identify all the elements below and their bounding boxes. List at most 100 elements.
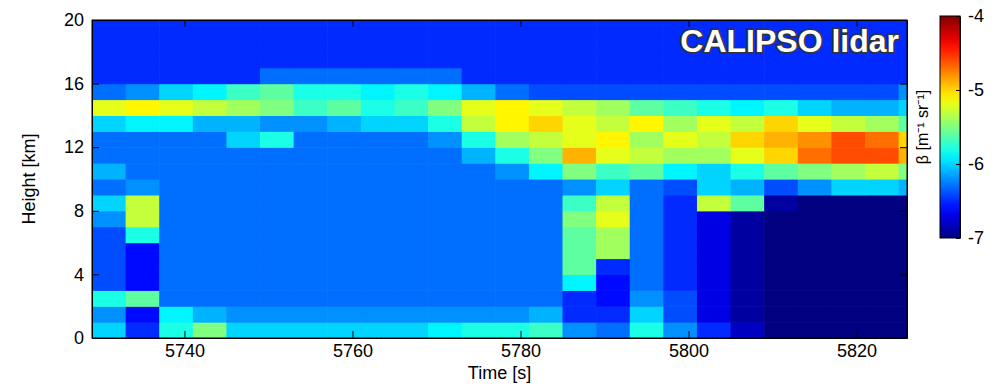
heat-cell bbox=[260, 52, 294, 69]
heat-cell bbox=[495, 211, 529, 228]
heat-cell bbox=[294, 243, 328, 260]
heat-cell bbox=[428, 163, 462, 180]
heat-cell bbox=[495, 322, 529, 338]
heat-cell bbox=[865, 259, 899, 276]
heat-cell bbox=[663, 211, 697, 228]
heat-cell bbox=[630, 243, 664, 260]
heat-cell bbox=[462, 259, 496, 276]
heat-cell bbox=[630, 115, 664, 131]
tick-mark bbox=[92, 274, 99, 275]
heat-cell bbox=[529, 274, 563, 291]
heat-cell bbox=[260, 274, 294, 291]
tick-label: 16 bbox=[64, 74, 84, 94]
heat-cell bbox=[159, 306, 193, 323]
heat-cell bbox=[361, 84, 395, 101]
heat-cell bbox=[428, 195, 462, 212]
heat-cell bbox=[731, 179, 765, 196]
heat-cell bbox=[294, 322, 328, 338]
heat-cell bbox=[764, 227, 798, 244]
heat-cell bbox=[394, 36, 428, 53]
heat-cell bbox=[260, 100, 294, 117]
heat-cell bbox=[563, 227, 597, 244]
heat-cell bbox=[462, 147, 496, 164]
heat-cell bbox=[260, 84, 294, 101]
heat-cell bbox=[327, 115, 361, 131]
tick-mark bbox=[92, 20, 99, 21]
heat-cell bbox=[630, 290, 664, 307]
heat-cell bbox=[831, 84, 865, 101]
heat-cell bbox=[630, 306, 664, 323]
heat-cell bbox=[226, 259, 260, 276]
heat-cell bbox=[394, 20, 428, 37]
heat-cell bbox=[764, 131, 798, 148]
heat-cell bbox=[193, 147, 227, 164]
heat-cell bbox=[663, 274, 697, 291]
heat-cell bbox=[260, 195, 294, 212]
tick bbox=[900, 338, 907, 339]
heat-cell bbox=[865, 306, 899, 323]
heat-cell bbox=[294, 211, 328, 228]
heat-cell bbox=[361, 20, 395, 37]
heat-cell bbox=[495, 163, 529, 180]
heat-cell bbox=[563, 36, 597, 53]
heat-cell bbox=[462, 211, 496, 228]
chart-title: CALIPSO lidar bbox=[680, 23, 899, 59]
heat-cell bbox=[630, 84, 664, 101]
heat-cell bbox=[226, 306, 260, 323]
heat-cell bbox=[394, 100, 428, 117]
heat-cell bbox=[798, 179, 832, 196]
heat-cell bbox=[260, 147, 294, 164]
heat-cell bbox=[899, 163, 907, 180]
tick-mark bbox=[92, 211, 99, 212]
heat-cell bbox=[899, 179, 907, 196]
heat-cell bbox=[529, 100, 563, 117]
heat-cell bbox=[394, 274, 428, 291]
heat-cell bbox=[260, 243, 294, 260]
tick-mark bbox=[184, 20, 185, 27]
heat-cell bbox=[260, 68, 294, 85]
heat-cell bbox=[193, 195, 227, 212]
heat-cell bbox=[327, 243, 361, 260]
heat-cell bbox=[663, 163, 697, 180]
heat-cell bbox=[428, 68, 462, 85]
heat-cell bbox=[126, 68, 160, 85]
tick: 5820 bbox=[837, 331, 877, 361]
heat-cell bbox=[126, 243, 160, 260]
heat-cell bbox=[226, 290, 260, 307]
heat-cell bbox=[899, 322, 907, 338]
heat-cell bbox=[126, 211, 160, 228]
heat-cell bbox=[865, 227, 899, 244]
heat-cell bbox=[630, 195, 664, 212]
heat-cell bbox=[529, 52, 563, 69]
heat-cell bbox=[831, 211, 865, 228]
heat-cell bbox=[596, 52, 630, 69]
heat-cell bbox=[529, 211, 563, 228]
tick: 5780 bbox=[501, 331, 541, 361]
tick-mark bbox=[900, 211, 907, 212]
heat-cell bbox=[630, 36, 664, 53]
heat-cell bbox=[92, 195, 126, 212]
heat-cell bbox=[226, 179, 260, 196]
heat-cell bbox=[529, 115, 563, 131]
heat-cell bbox=[764, 211, 798, 228]
heat-cell bbox=[831, 147, 865, 164]
heat-cell bbox=[294, 306, 328, 323]
heat-cell bbox=[495, 68, 529, 85]
heat-cell bbox=[630, 211, 664, 228]
heat-cell bbox=[663, 243, 697, 260]
heat-cell bbox=[394, 147, 428, 164]
heat-cell bbox=[193, 100, 227, 117]
heat-cell bbox=[294, 147, 328, 164]
heat-cell bbox=[798, 84, 832, 101]
colorbar-title: β [m⁻¹ sr⁻¹] bbox=[914, 90, 931, 164]
plot-frame bbox=[92, 20, 907, 338]
heat-cell bbox=[596, 259, 630, 276]
tick: -4 bbox=[956, 6, 984, 26]
heat-cell bbox=[462, 306, 496, 323]
heat-cell bbox=[327, 84, 361, 101]
chart: 57405760578058005820048121620Time [s]Hei… bbox=[0, 0, 1001, 384]
heat-cell bbox=[731, 115, 765, 131]
heat-cell bbox=[294, 20, 328, 37]
heat-cell bbox=[193, 115, 227, 131]
heat-cell bbox=[899, 131, 907, 148]
